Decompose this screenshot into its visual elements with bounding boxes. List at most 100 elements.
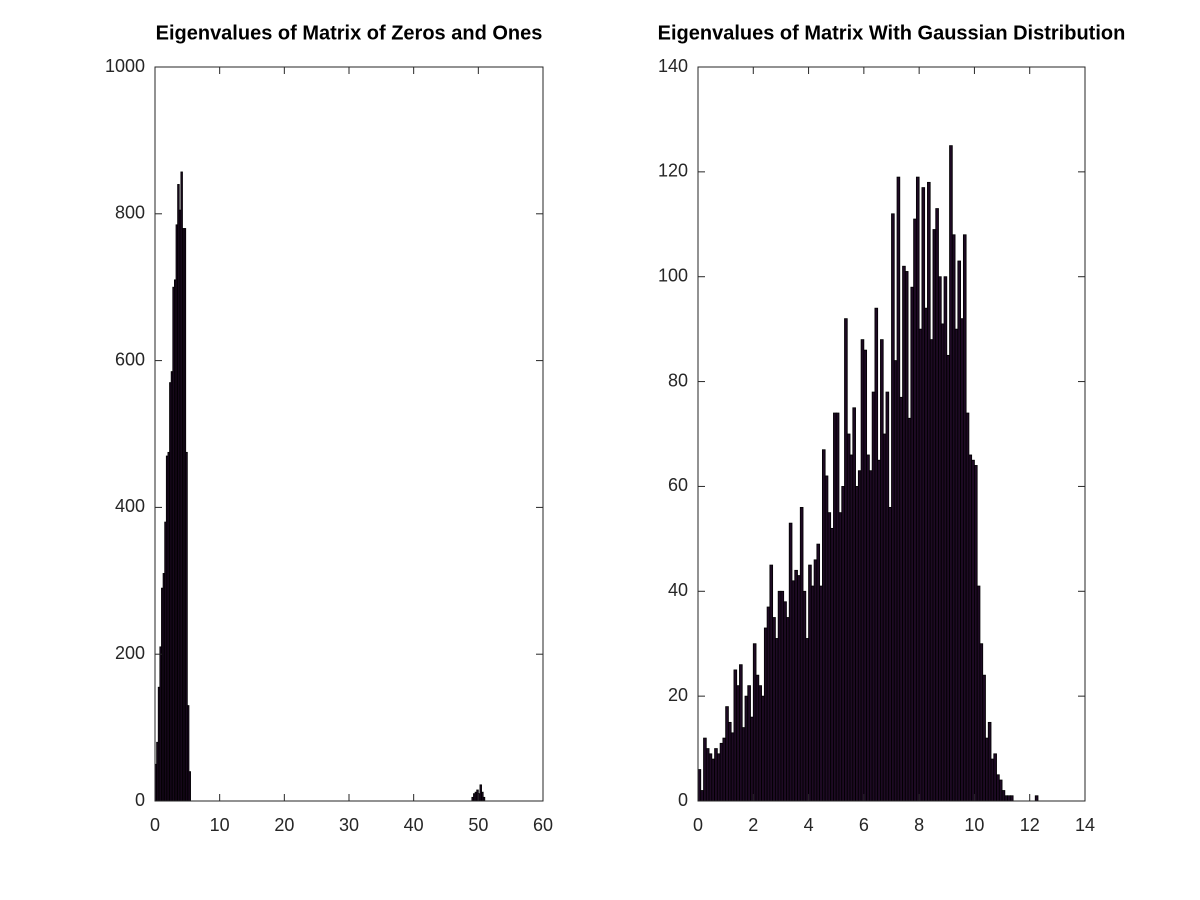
bar (728, 721, 732, 802)
bar (1009, 795, 1014, 802)
bar (957, 260, 962, 802)
bar (708, 753, 713, 802)
bar (730, 732, 735, 802)
bar (758, 685, 762, 802)
bar (882, 433, 887, 802)
bar (951, 234, 956, 802)
bar (827, 512, 832, 802)
bar (819, 585, 823, 802)
bar (974, 465, 978, 802)
bar (979, 643, 984, 802)
bar (998, 779, 1003, 802)
bar (913, 218, 917, 802)
bar (769, 564, 774, 802)
bar (874, 307, 879, 802)
bar (915, 176, 920, 802)
bar (821, 449, 826, 802)
bar (780, 590, 785, 802)
bar (982, 674, 986, 802)
bar (960, 318, 964, 802)
bar (871, 391, 876, 802)
bar (855, 486, 859, 802)
bar (985, 737, 989, 802)
bar (940, 323, 945, 802)
bar (993, 753, 997, 802)
y-tick-label: 1000 (105, 56, 145, 76)
y-tick-label: 600 (115, 349, 145, 369)
x-tick-label: 50 (468, 815, 488, 835)
bar (703, 737, 707, 802)
y-tick-label: 0 (678, 790, 688, 810)
bar (788, 522, 793, 802)
bar (714, 748, 718, 802)
x-tick-label: 12 (1020, 815, 1040, 835)
bar (808, 564, 812, 802)
bar (1001, 790, 1006, 802)
y-tick-label: 60 (668, 475, 688, 495)
bar (705, 748, 710, 802)
bar (962, 234, 967, 802)
x-tick-label: 14 (1075, 815, 1095, 835)
bar (921, 187, 926, 802)
bar (893, 360, 898, 802)
bar (733, 669, 738, 802)
x-tick-label: 30 (339, 815, 359, 835)
bar (1007, 795, 1011, 802)
bar (949, 145, 953, 802)
x-tick-label: 10 (964, 815, 984, 835)
bar (805, 638, 809, 802)
bar (965, 412, 970, 802)
y-tick-label: 0 (135, 790, 145, 810)
bar (750, 716, 754, 802)
y-tick-label: 100 (658, 265, 688, 285)
bar (844, 318, 848, 802)
bar (860, 339, 865, 802)
bar (946, 354, 950, 802)
y-tick-label: 800 (115, 203, 145, 223)
bar (752, 643, 757, 802)
bar (888, 506, 892, 802)
bar (1004, 795, 1008, 802)
bar (935, 208, 939, 802)
x-tick-label: 10 (210, 815, 230, 835)
bar (700, 790, 704, 802)
bar (766, 606, 771, 802)
bar (896, 176, 901, 802)
bar (846, 433, 851, 802)
x-tick-label: 20 (274, 815, 294, 835)
bar (987, 721, 992, 802)
bar (838, 512, 843, 802)
x-tick-label: 60 (533, 815, 553, 835)
y-tick-label: 400 (115, 496, 145, 516)
bar (863, 349, 868, 802)
y-tick-label: 80 (668, 370, 688, 390)
bar (791, 580, 796, 802)
bar (716, 753, 721, 802)
bar (891, 213, 895, 802)
x-tick-label: 0 (150, 815, 160, 835)
chart-title: Eigenvalues of Matrix With Gaussian Dist… (658, 22, 1126, 44)
bar (830, 527, 834, 802)
bar (907, 417, 912, 802)
bar (761, 695, 765, 802)
bar (899, 396, 903, 802)
bar (799, 506, 804, 802)
bar (783, 601, 787, 802)
bar (924, 307, 928, 802)
bar (763, 627, 768, 802)
bar (833, 412, 837, 802)
bar (968, 454, 973, 802)
bar (188, 771, 191, 802)
bar (866, 454, 870, 802)
bar (810, 585, 815, 802)
bar (852, 407, 856, 802)
bar (929, 339, 934, 802)
bar (786, 617, 790, 802)
bar (777, 590, 782, 802)
bar (976, 585, 981, 802)
x-tick-label: 2 (748, 815, 758, 835)
bar (816, 543, 821, 802)
chart-title: Eigenvalues of Matrix of Zeros and Ones (156, 22, 543, 44)
